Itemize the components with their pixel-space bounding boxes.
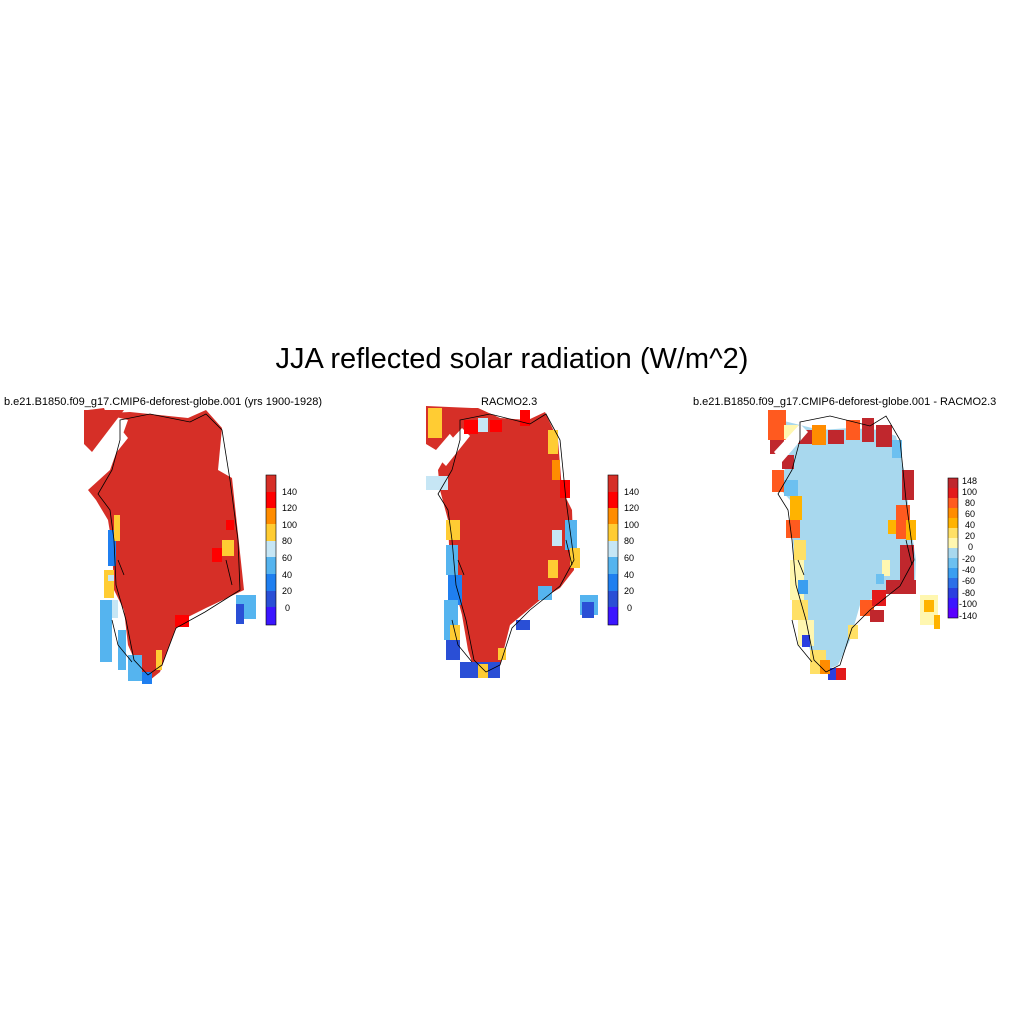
greenland-landmass [428,408,574,676]
colorbar-3-tick-12: -140 [959,611,977,621]
coastline [437,413,575,673]
colorbar-3-swatch-1 [948,488,958,498]
colorbar-1-swatch-5 [266,557,276,574]
coastal-margin [768,410,940,680]
colorbar-1-tick-3: 80 [282,536,292,546]
colorbar-1-tick-4: 60 [282,553,292,563]
colorbar-3-swatch-8 [948,558,958,568]
colorbar-2-swatch-2 [608,508,618,524]
colorbar-2-tick-4: 60 [624,553,634,563]
colorbar-2-tick-3: 80 [624,536,634,546]
colorbar-2-swatch-6 [608,574,618,591]
colorbar-2-tick-2: 100 [624,520,639,530]
panel-2-map [426,406,598,678]
colorbar-3-tick-6: 0 [968,542,973,552]
colorbar-3-swatch-11 [948,588,958,598]
colorbar-3-tick-7: -20 [962,554,975,564]
colorbar-1-swatch-1 [266,492,276,508]
colorbar-2-swatch-4 [608,541,618,557]
colorbar-1-tick-1: 120 [282,503,297,513]
colorbar-2-swatch-1 [608,492,618,508]
colorbar-2-swatch-3 [608,524,618,541]
colorbar-3-swatch-12 [948,598,958,608]
colorbar-1-tick-7: 0 [285,603,290,613]
greenland-landmass [776,420,916,672]
colorbar-3-swatch-7 [948,548,958,558]
colorbar-1-swatch-3 [266,524,276,541]
colorbar-3-tick-4: 40 [965,520,975,530]
panel-2-title: RACMO2.3 [481,396,538,408]
colorbar-3-tick-10: -80 [962,588,975,598]
ocean-gap [436,428,470,466]
greenland-landmass [88,408,244,680]
coastline [97,413,241,676]
colorbar-3-swatch-9 [948,568,958,578]
colorbar-3-swatch-2 [948,498,958,508]
colorbar-1-swatch-8 [266,607,276,625]
panel-3-title: b.e21.B1850.f09_g17.CMIP6-deforest-globe… [693,396,997,408]
colorbar-2-swatch-7 [608,591,618,607]
colorbar-1-swatch-6 [266,574,276,591]
coastline [777,415,915,673]
ocean-gap [774,424,808,462]
ice-edge [111,559,233,663]
panel-1-title: b.e21.B1850.f09_g17.CMIP6-deforest-globe… [4,396,322,408]
panel-1-map [84,408,256,684]
colorbar-1-tick-2: 100 [282,520,297,530]
colorbar-2-tick-7: 0 [627,603,632,613]
colorbar-3-tick-1: 100 [962,487,977,497]
colorbar-1-swatch-2 [266,508,276,524]
colorbar-3-tick-3: 60 [965,509,975,519]
colorbar-3-tick-8: -40 [962,565,975,575]
colorbar-2-tick-0: 140 [624,487,639,497]
colorbar-3-swatch-13 [948,608,958,618]
colorbar-1-swatch-4 [266,541,276,557]
colorbar-2-tick-1: 120 [624,503,639,513]
colorbar-2-tick-6: 20 [624,586,634,596]
colorbar-3-swatch-4 [948,518,958,528]
colorbar-1-swatch-7 [266,591,276,607]
colorbar-3-tick-2: 80 [965,498,975,508]
panel-2-colorbar: 140 120 100 80 60 40 20 0 [607,474,639,626]
colorbar-2-swatch-0 [608,475,618,492]
colorbar-3-swatch-0 [948,478,958,488]
colorbar-3-swatch-6 [948,538,958,548]
colorbar-1-tick-6: 20 [282,586,292,596]
colorbar-3-swatch-5 [948,528,958,538]
panel-3-colorbar: 148 100 80 60 40 20 0 -20 -40 -60 -80 -1… [947,476,977,621]
colorbar-1-tick-0: 140 [282,487,297,497]
main-title: JJA reflected solar radiation (W/m^2) [275,343,749,375]
ice-edge [451,539,573,663]
colorbar-3-tick-5: 20 [965,531,975,541]
colorbar-3-tick-9: -60 [962,576,975,586]
colorbar-3-swatch-3 [948,508,958,518]
colorbar-1-tick-5: 40 [282,570,292,580]
ice-edge [791,539,913,663]
colorbar-2-swatch-8 [608,607,618,625]
colorbar-2-tick-5: 40 [624,570,634,580]
northwest-block [84,410,124,452]
colorbar-3-tick-0: 148 [962,476,977,486]
panel-3-map [768,410,940,680]
colorbar-3-swatch-10 [948,578,958,588]
colorbar-3-tick-11: -100 [959,599,977,609]
panel-1-colorbar: 140 120 100 80 60 40 20 0 [265,474,297,626]
colorbar-1-swatch-0 [266,475,276,492]
colorbar-2-swatch-5 [608,557,618,574]
